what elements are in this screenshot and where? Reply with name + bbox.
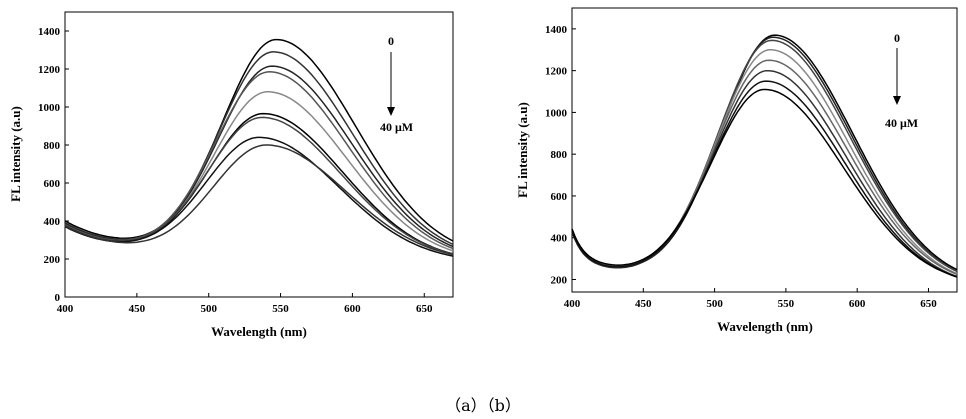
panel-b-series-line-7 <box>572 81 957 277</box>
panel-b-y-tick-label: 600 <box>551 191 568 203</box>
panel-b-y-tick-label: 200 <box>551 274 568 286</box>
figure-caption: （a）（b） <box>0 392 966 416</box>
panel-b-x-tick-label: 600 <box>849 298 866 310</box>
panel-b-x-tick-label: 450 <box>635 298 652 310</box>
panel-a-y-tick-label: 0 <box>55 292 61 304</box>
panel-a-x-axis-label: Wavelength (nm) <box>211 324 307 339</box>
panel-a-x-tick-label: 600 <box>344 303 361 315</box>
panel-b-x-tick-label: 500 <box>706 298 723 310</box>
panel-a-x-tick-label: 500 <box>200 303 217 315</box>
panel-a-x-tick-label: 650 <box>416 303 433 315</box>
panel-b-annotation-bottom: 40 μM <box>885 116 918 130</box>
panel-a-y-tick-label: 400 <box>44 216 61 228</box>
figure: Wavelength (nm) FL intensity (a.u) 0 40 … <box>0 0 966 419</box>
panel-a-annotation-arrowhead <box>387 107 395 116</box>
panel-a-x-tick-label: 400 <box>57 303 74 315</box>
panel-a-series-line-4 <box>65 72 453 249</box>
panel-a-y-tick-label: 1200 <box>38 64 61 76</box>
panel-a-annotation-top: 0 <box>388 34 394 48</box>
panel-a-y-tick-label: 1400 <box>38 26 61 38</box>
panel-b-y-tick-label: 400 <box>551 233 568 245</box>
panel-a-series-line-1 <box>65 40 453 241</box>
panel-a-y-tick-label: 600 <box>44 178 61 190</box>
panel-b-chart: Wavelength (nm) FL intensity (a.u) 0 40 … <box>515 8 957 334</box>
panel-a-y-axis-label: FL intensity (a.u) <box>8 106 23 202</box>
panel-a-plot-frame <box>65 12 453 297</box>
panel-a-chart: Wavelength (nm) FL intensity (a.u) 0 40 … <box>8 12 453 339</box>
panel-b-annotation-top: 0 <box>894 31 900 45</box>
panel-a-annotation-bottom: 40 μM <box>380 120 413 134</box>
panel-b-y-tick-label: 1200 <box>545 66 568 78</box>
panel-a-y-tick-label: 200 <box>44 254 61 266</box>
panel-b-annotation-arrowhead <box>893 96 901 105</box>
panel-b-series-line-3 <box>572 40 957 271</box>
panel-b-y-axis-label: FL intensity (a.u) <box>515 102 530 198</box>
panel-b-x-tick-label: 400 <box>564 298 581 310</box>
panel-b-y-tick-label: 800 <box>551 149 568 161</box>
panel-b-x-tick-label: 550 <box>778 298 795 310</box>
panel-b-x-tick-label: 650 <box>920 298 937 310</box>
panel-b-y-tick-label: 1400 <box>545 24 568 36</box>
panel-a-x-tick-label: 550 <box>272 303 289 315</box>
panel-a-y-tick-label: 800 <box>44 140 61 152</box>
panel-a-y-tick-label: 1000 <box>38 102 61 114</box>
panel-b-series-line-4 <box>572 50 957 274</box>
panel-b-x-axis-label: Wavelength (nm) <box>717 319 813 334</box>
panel-a-x-tick-label: 450 <box>129 303 146 315</box>
panel-b-series-line-6 <box>572 71 957 277</box>
panel-b-y-tick-label: 1000 <box>545 107 568 119</box>
